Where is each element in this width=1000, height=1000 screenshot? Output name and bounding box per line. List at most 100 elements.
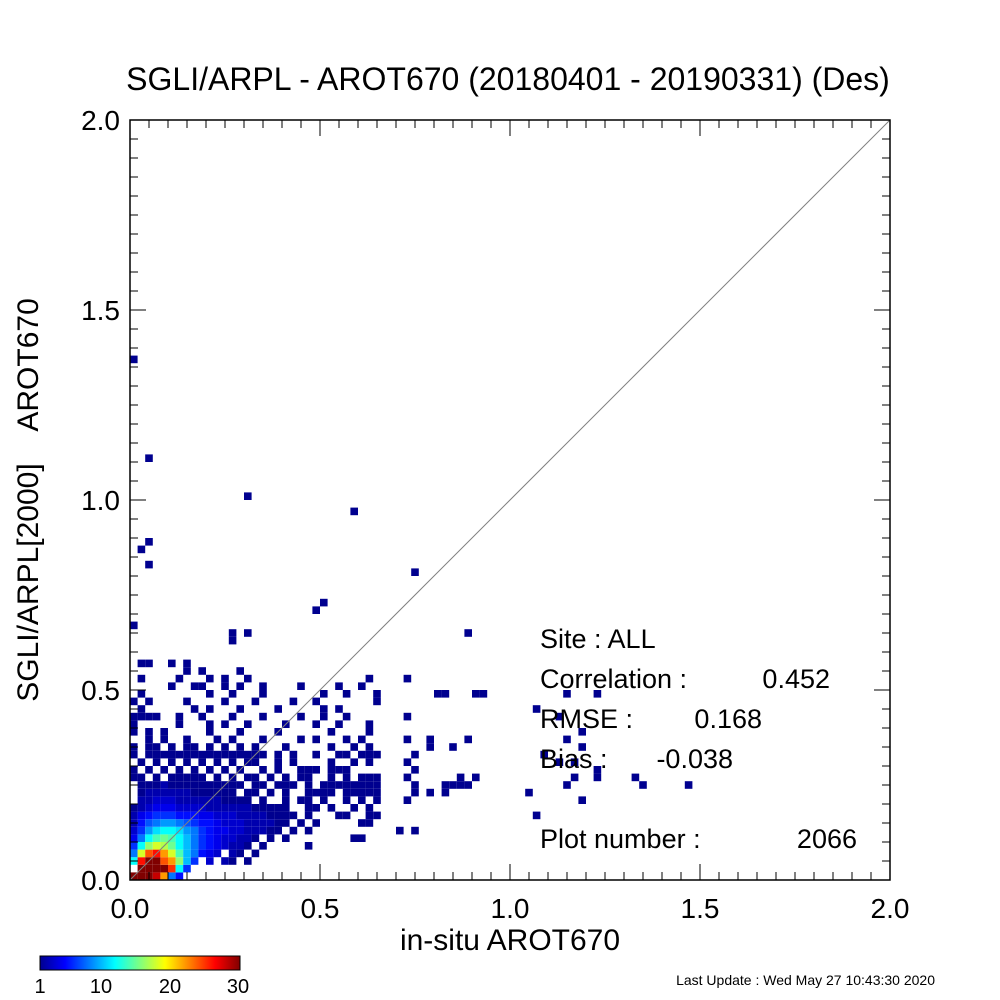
density-cell xyxy=(327,804,336,812)
density-cell xyxy=(304,842,313,850)
density-cell xyxy=(137,826,146,835)
density-cell xyxy=(168,857,176,865)
density-cell xyxy=(213,834,222,842)
density-cell xyxy=(342,750,351,759)
density-cell xyxy=(251,697,260,706)
density-cell xyxy=(206,690,214,698)
density-cell xyxy=(130,766,138,774)
density-cell xyxy=(244,796,252,804)
density-cell xyxy=(130,834,138,842)
density-cell xyxy=(441,788,450,797)
density-cell xyxy=(183,667,191,675)
density-cell xyxy=(221,788,229,797)
chart-title: SGLI/ARPL - AROT670 (20180401 - 20190331… xyxy=(126,61,890,97)
density-cell xyxy=(206,788,214,797)
density-cell xyxy=(160,834,168,842)
density-cell xyxy=(236,750,244,759)
density-cell xyxy=(312,766,320,774)
density-cell xyxy=(213,819,222,827)
density-cell xyxy=(137,834,146,842)
density-cell xyxy=(190,834,199,842)
density-cell xyxy=(145,781,153,789)
density-cell xyxy=(190,796,199,804)
density-cell xyxy=(183,758,191,766)
density-cell xyxy=(274,758,282,766)
density-cell xyxy=(365,804,374,812)
density-cell xyxy=(342,788,351,797)
density-cell xyxy=(175,857,184,865)
density-cell xyxy=(175,788,184,797)
density-cell xyxy=(198,819,206,827)
density-cell xyxy=(183,796,191,804)
density-cell xyxy=(168,659,176,668)
density-cell xyxy=(228,796,237,804)
density-cell xyxy=(221,697,229,706)
density-cell xyxy=(152,826,161,835)
density-cell xyxy=(251,773,260,782)
density-cell xyxy=(206,705,214,713)
density-cell xyxy=(259,750,267,759)
axis-ticks xyxy=(129,119,891,881)
density-cell xyxy=(365,773,374,782)
density-cell xyxy=(282,743,290,751)
density-cell xyxy=(168,842,176,850)
density-cell xyxy=(190,705,199,713)
stat-correlation-label: Correlation : xyxy=(540,664,687,694)
density-cell xyxy=(213,826,222,835)
density-cell xyxy=(236,826,244,835)
density-cell xyxy=(236,743,244,751)
density-cell xyxy=(350,788,358,797)
density-cell xyxy=(228,781,237,789)
stat-bias-value: -0.038 xyxy=(656,744,733,774)
density-cell xyxy=(130,842,138,850)
density-cell xyxy=(190,804,199,812)
density-cell xyxy=(274,804,282,812)
density-cell xyxy=(312,735,320,744)
density-cell xyxy=(411,750,419,759)
density-cell xyxy=(183,834,191,842)
density-cell xyxy=(145,849,153,858)
density-cell xyxy=(350,781,358,789)
density-cell xyxy=(183,735,191,744)
density-cell xyxy=(183,773,191,782)
density-cell xyxy=(130,720,138,728)
density-cell xyxy=(335,705,343,713)
density-cell xyxy=(198,788,206,797)
density-cell xyxy=(213,849,222,858)
density-cell xyxy=(183,697,191,706)
density-cell xyxy=(145,750,153,759)
density-cell xyxy=(236,682,244,690)
density-cell xyxy=(130,773,138,782)
density-cell xyxy=(282,834,290,842)
density-cell xyxy=(320,598,328,607)
density-cell xyxy=(145,659,153,668)
colorbar xyxy=(39,955,241,971)
density-cell xyxy=(259,712,267,721)
density-cell xyxy=(312,750,320,759)
density-cell xyxy=(190,849,199,858)
density-cell xyxy=(130,826,138,835)
density-cell xyxy=(152,842,161,850)
density-cell xyxy=(593,766,602,774)
density-cell xyxy=(198,712,206,721)
density-cell xyxy=(213,796,222,804)
density-cell xyxy=(335,750,343,759)
density-cell xyxy=(289,826,298,835)
density-cell xyxy=(175,864,184,873)
density-cell xyxy=(160,750,168,759)
density-cell xyxy=(251,849,260,858)
density-cell xyxy=(244,629,252,637)
x-tick-label: 1.5 xyxy=(681,893,720,924)
y-tick-label: 1.0 xyxy=(81,485,120,516)
density-cell xyxy=(206,728,214,736)
density-cell xyxy=(236,667,244,675)
density-cell xyxy=(236,781,244,789)
density-cell xyxy=(137,674,146,683)
density-cell xyxy=(578,743,586,751)
density-cell xyxy=(532,811,541,820)
density-cell xyxy=(350,804,358,812)
density-cell xyxy=(312,819,320,827)
density-cell xyxy=(137,842,146,850)
density-cell xyxy=(152,864,161,873)
density-cell xyxy=(403,796,412,804)
